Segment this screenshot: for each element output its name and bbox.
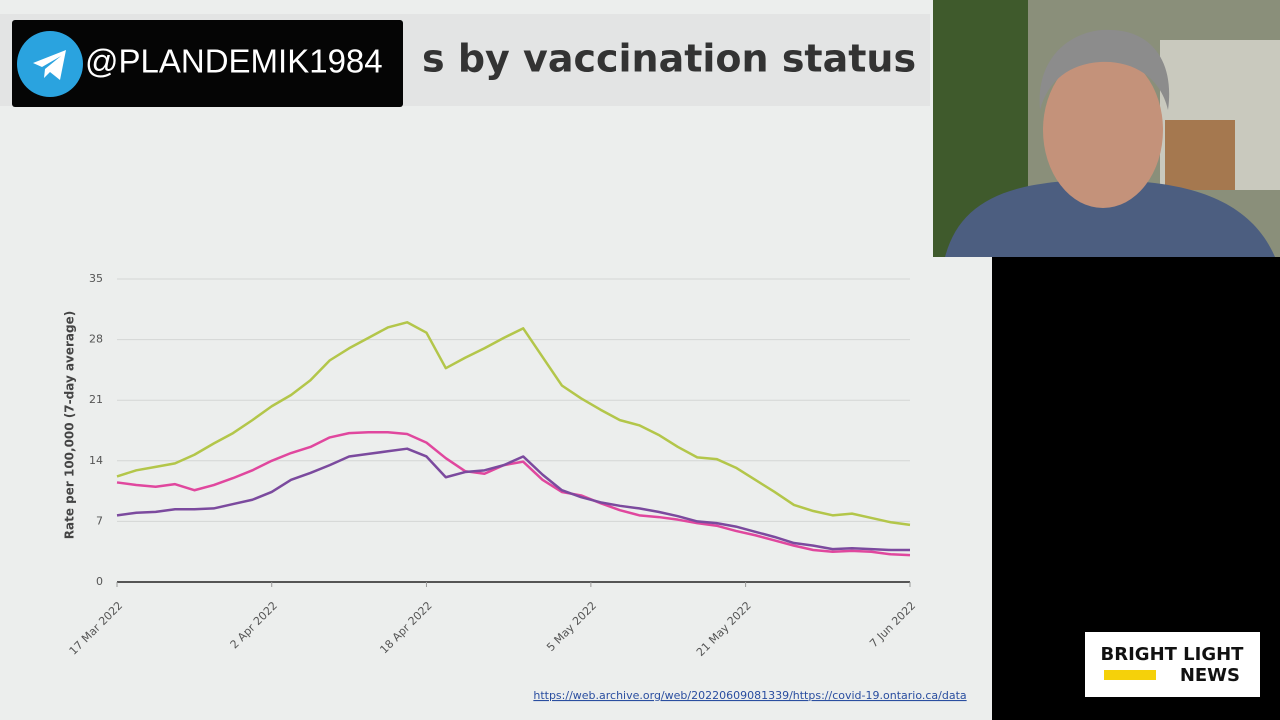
y-tick-label: 35 <box>89 272 103 285</box>
telegram-banner <box>12 20 403 107</box>
face <box>1043 52 1163 208</box>
handle: @PLANDEMIK1984 <box>85 43 383 80</box>
y-tick-label: 14 <box>89 454 103 467</box>
series-line <box>116 321 911 527</box>
logo-line1: BRIGHT LIGHT <box>1101 644 1245 665</box>
y-tick-label: 0 <box>96 575 103 588</box>
logo-line2: NEWS <box>1180 665 1240 686</box>
series-line <box>116 447 910 552</box>
y-tick-label: 7 <box>96 514 103 527</box>
hair <box>1039 29 1170 110</box>
series-line <box>116 430 911 557</box>
source-link[interactable]: https://web.archive.org/web/202206090813… <box>533 689 966 702</box>
y-axis-title: Rate per 100,000 (7-day average) <box>63 311 77 539</box>
telegram-icon <box>17 31 83 97</box>
logo-beam <box>1104 670 1156 680</box>
slide-title: s by vaccination status <box>422 37 916 81</box>
pot <box>1165 120 1235 190</box>
logo-box <box>1085 632 1260 697</box>
y-tick-label: 21 <box>89 393 103 406</box>
y-tick-label: 28 <box>89 333 103 346</box>
telegram-plane <box>33 50 66 80</box>
slide <box>0 0 992 720</box>
shirt <box>945 180 1275 257</box>
webcam <box>933 0 1280 257</box>
